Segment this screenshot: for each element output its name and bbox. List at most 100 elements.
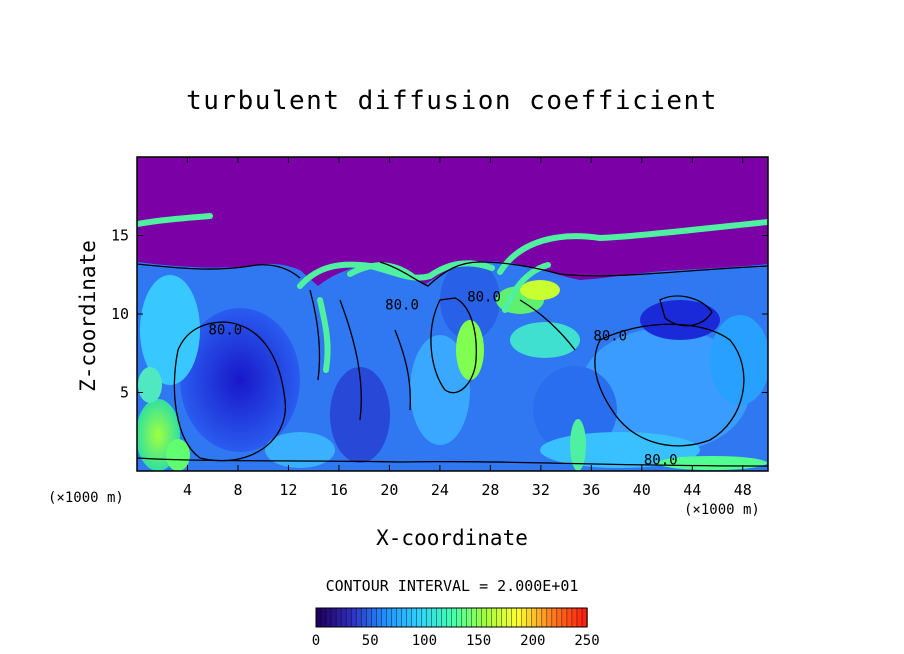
x-unit-label: (×1000 m) xyxy=(684,502,760,518)
colorbar-swatch-47 xyxy=(551,607,558,628)
x-tick-label-0: 4 xyxy=(183,481,192,499)
colorbar-swatch-14 xyxy=(386,607,392,628)
colorbar-tick-label-5: 250 xyxy=(574,633,599,649)
colorbar-swatch-33 xyxy=(481,607,488,628)
colorbar-swatch-39 xyxy=(511,607,518,628)
colorbar-swatch-9 xyxy=(360,607,367,628)
x-tick-label-1: 8 xyxy=(233,481,242,499)
contour-line-2 xyxy=(173,321,286,462)
colorbar-swatch-42 xyxy=(526,607,533,628)
colorbar-swatch-26 xyxy=(446,607,453,628)
x-tick-label-6: 28 xyxy=(481,481,499,499)
filament-0 xyxy=(297,260,495,289)
colorbar-swatch-45 xyxy=(541,607,548,628)
colorbar: 0 50 100 150 200 250 xyxy=(312,607,600,649)
colorbar-swatch-18 xyxy=(406,607,413,628)
colorbar-swatch-2 xyxy=(325,607,332,628)
colorbar-swatch-34 xyxy=(486,607,493,628)
colorbar-swatch-37 xyxy=(501,607,508,628)
contour-interval-label: CONTOUR INTERVAL = 2.000E+01 xyxy=(325,577,579,595)
colorbar-swatch-22 xyxy=(426,607,433,628)
filament-1 xyxy=(497,219,768,275)
colorbar-swatch-28 xyxy=(456,607,463,628)
contour-line-6 xyxy=(137,457,768,467)
colorbar-swatch-51 xyxy=(571,607,578,628)
field-blob-7 xyxy=(440,260,500,340)
colorbar-swatch-1 xyxy=(320,607,327,628)
contour-label-2: 80.0 xyxy=(208,322,242,338)
contour-line-5 xyxy=(659,295,713,327)
contour-label-0: 80.0 xyxy=(593,329,627,345)
contour-line-1 xyxy=(379,261,768,287)
colorbar-swatch-32 xyxy=(476,607,483,628)
colorbar-tick-label-3: 150 xyxy=(466,633,491,649)
colorbar-swatch-24 xyxy=(436,607,443,628)
x-tick-label-10: 44 xyxy=(683,481,701,499)
field-blob-17 xyxy=(520,280,560,300)
contour-line-8 xyxy=(339,299,362,421)
field-blob-15 xyxy=(456,320,484,380)
contour-line-7 xyxy=(309,289,321,381)
x-tick-label-9: 40 xyxy=(633,481,651,499)
colorbar-swatch-17 xyxy=(401,607,408,628)
colorbar-swatch-25 xyxy=(441,607,448,628)
field-blob-2 xyxy=(580,328,750,452)
colorbar-swatch-50 xyxy=(566,607,573,628)
colorbar-swatch-52 xyxy=(576,607,583,628)
contour-label-3: 80.0 xyxy=(385,297,419,313)
colorbar-tick-label-2: 100 xyxy=(412,633,437,649)
x-tick-label-8: 36 xyxy=(582,481,600,499)
filament-3 xyxy=(137,213,213,227)
contour-line-0 xyxy=(137,263,301,279)
colorbar-swatch-16 xyxy=(396,607,403,628)
chart-title: turbulent diffusion coefficient xyxy=(186,86,718,116)
field-blob-14 xyxy=(570,419,586,471)
colorbar-swatch-0 xyxy=(315,607,322,628)
y-tick-label-0: 5 xyxy=(120,384,129,402)
field-blob-19 xyxy=(138,367,162,403)
colorbar-swatch-15 xyxy=(391,607,397,628)
heatmap-field: 80.0 80.0 80.0 80.0 80.0 xyxy=(137,157,768,471)
contour-line-9 xyxy=(519,299,576,351)
x-tick-label-3: 16 xyxy=(330,481,348,499)
x-tick-label-5: 24 xyxy=(431,481,449,499)
colorbar-tick-label-4: 200 xyxy=(520,633,545,649)
x-tick-label-4: 20 xyxy=(380,481,398,499)
field-blob-3 xyxy=(640,300,720,340)
plot-area: 80.0 80.0 80.0 80.0 80.0 xyxy=(137,157,768,471)
colorbar-swatch-11 xyxy=(371,607,377,628)
colorbar-swatch-48 xyxy=(556,607,563,628)
colorbar-swatch-36 xyxy=(496,607,503,628)
colorbar-tick-label-0: 0 xyxy=(312,633,320,649)
contour-label-4: 80.0 xyxy=(467,289,501,305)
x-axis-label: X-coordinate xyxy=(376,526,528,550)
x-tick-label-2: 12 xyxy=(279,481,297,499)
colorbar-swatch-3 xyxy=(330,607,337,628)
y-tick-label-1: 10 xyxy=(111,305,129,323)
colorbar-swatch-20 xyxy=(416,607,423,628)
field-blob-13 xyxy=(166,439,190,471)
colorbar-frame xyxy=(315,607,588,628)
colorbar-swatch-49 xyxy=(561,607,568,628)
contour-line-10 xyxy=(394,329,411,411)
colorbar-swatch-23 xyxy=(431,607,438,628)
colorbar-swatch-10 xyxy=(365,607,372,628)
colorbar-swatch-12 xyxy=(376,607,382,628)
x-tick-label-11: 48 xyxy=(734,481,752,499)
contour-line-3 xyxy=(430,297,477,394)
colorbar-swatch-35 xyxy=(491,607,498,628)
colorbar-swatch-4 xyxy=(335,607,342,628)
colorbar-swatch-43 xyxy=(531,607,538,628)
colorbar-swatch-41 xyxy=(521,607,528,628)
colorbar-swatch-5 xyxy=(340,607,347,628)
field-blob-8 xyxy=(140,275,200,385)
colorbar-swatch-46 xyxy=(546,607,553,628)
filament-4 xyxy=(317,297,331,373)
field-blob-4 xyxy=(533,366,617,454)
colorbar-swatch-13 xyxy=(381,607,387,628)
field-blob-9 xyxy=(710,315,768,405)
colorbar-swatch-27 xyxy=(451,607,458,628)
colorbar-swatch-40 xyxy=(516,607,523,628)
